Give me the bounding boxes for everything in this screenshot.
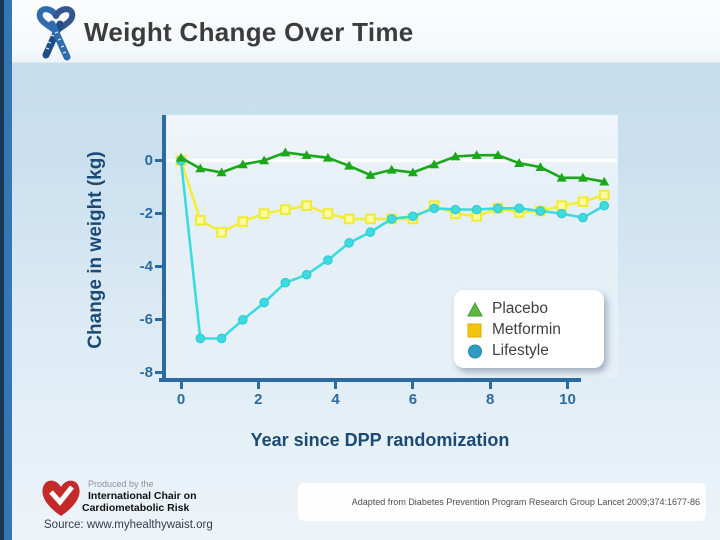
ribbon-icon [33,3,79,66]
x-tick-label: 8 [486,391,495,408]
y-tick-label: -4 [139,257,153,275]
x-axis-title: Year since DPP randomization [250,430,510,450]
lifestyle-circle-icon [466,343,484,359]
citation-text: Adapted from Diabetes Prevention Program… [351,497,700,507]
x-tick-mark [411,382,415,389]
x-axis-line [159,378,581,382]
legend-item-metformin: Metformin [466,319,594,340]
x-tick-mark [179,382,183,389]
produced-by-text: Produced by the [88,479,154,489]
y-axis-title: Change in weight (kg) [85,151,106,349]
page-title: Weight Change Over Time [84,17,414,47]
y-tick-mark [155,159,162,162]
legend-label: Metformin [492,320,561,338]
placebo-triangle-icon [466,301,484,317]
y-tick-label: 0 [144,151,153,169]
metformin-square-icon [466,322,484,338]
y-axis-line [162,115,166,382]
source-link-text: Source: www.myhealthywaist.org [44,519,213,531]
legend-label: Lifestyle [492,341,549,359]
x-tick-mark [488,382,492,389]
x-tick-mark [334,382,338,389]
y-tick-mark [155,371,162,375]
x-tick-label: 6 [408,391,418,408]
heart-logo-icon [38,476,84,523]
x-tick-label: 2 [254,391,263,408]
y-tick-mark [155,318,162,322]
slide-header [12,0,720,63]
legend-label: Placebo [492,299,549,317]
legend-item-lifestyle: Lifestyle [466,340,594,361]
citation-box: Adapted from Diabetes Prevention Program… [298,483,706,521]
y-tick-mark [155,212,162,216]
y-tick-label: -2 [139,204,153,222]
x-tick-label: 0 [176,391,186,408]
legend-item-placebo: Placebo [466,298,594,319]
org-name-line2: Cardiometabolic Risk [82,502,190,514]
x-tick-mark [566,382,569,389]
x-tick-label: 4 [331,391,340,408]
y-tick-label: -8 [139,363,153,381]
x-tick-mark [256,382,260,389]
y-tick-label: -6 [139,310,153,328]
left-edge-blue-bar [4,0,12,540]
y-tick-mark [155,265,162,269]
org-name-line1: International Chair on [88,490,197,502]
chart-legend: Placebo Metformin Lifestyle [454,290,604,368]
zero-gridline [167,159,617,162]
left-edge-navy-bar [0,0,4,540]
x-tick-label: 10 [559,391,576,408]
